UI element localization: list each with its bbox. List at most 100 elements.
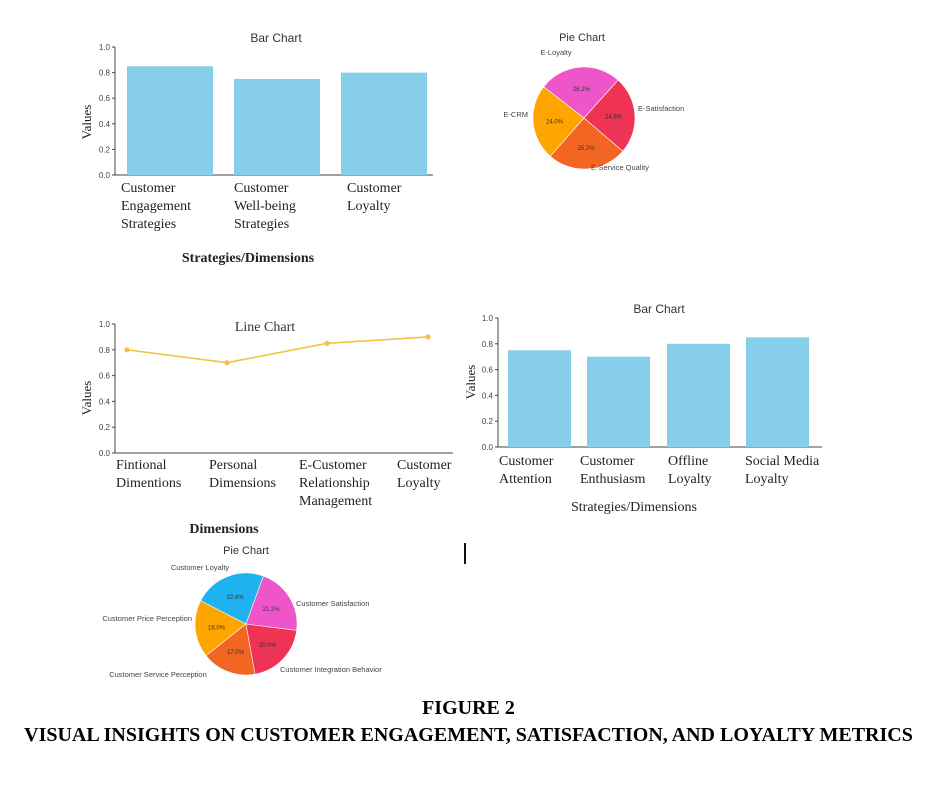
category-label: Customer Well-being Strategies xyxy=(234,181,296,232)
bar xyxy=(746,337,809,447)
category-label-line: Strategies xyxy=(234,217,289,232)
pie-percent-label: 26.2% xyxy=(573,87,591,93)
category-label-line: Engagement xyxy=(121,199,191,214)
category-label: Personal Dimensions xyxy=(209,458,276,491)
category-label-line: Strategies xyxy=(121,217,176,232)
category-label-line: Loyalty xyxy=(347,199,391,214)
category-label-line: Attention xyxy=(499,472,552,487)
pie-slice xyxy=(200,572,264,625)
category-label-line: Customer xyxy=(397,458,452,473)
pie-slice-label: Customer Integration Behavior xyxy=(280,665,382,674)
pie-slice xyxy=(543,66,619,119)
category-label-line: Fintional xyxy=(116,458,167,473)
pie-percent-label: 18.0% xyxy=(208,625,226,631)
pie-percent-label: 22.8% xyxy=(227,595,245,601)
category-label-line: Customer xyxy=(347,181,402,196)
category-label-line: Enthusiasm xyxy=(580,472,645,487)
pie-slice-label: E-Loyalty xyxy=(540,48,572,57)
pie-slice-label: E-Service Quality xyxy=(591,163,649,172)
pie2-chart: Pie Chart 22.8% Customer Loyalty 18.0% Custo… xyxy=(102,545,382,679)
data-point xyxy=(425,334,431,340)
y-tick-label: 0.8 xyxy=(482,340,494,349)
y-tick-label: 0.4 xyxy=(482,391,494,400)
pie-slice xyxy=(205,623,256,676)
category-label-line: Management xyxy=(299,494,372,509)
data-point xyxy=(324,340,330,346)
category-label-line: Dimensions xyxy=(209,476,276,491)
pie-slice xyxy=(532,86,585,157)
pie-slice-label: Customer Loyalty xyxy=(171,563,230,572)
line1-chart: Line Chart 0.0 0.2 0.4 0.6 0.8 1.0 Values Dimens… xyxy=(79,320,453,537)
category-label-line: Relationship xyxy=(299,476,370,491)
y-tick-label: 0.4 xyxy=(99,397,111,406)
pie-slice xyxy=(194,600,247,657)
category-label-line: Loyalty xyxy=(668,472,712,487)
pie-percent-label: 17.0% xyxy=(227,650,245,656)
category-label-line: Customer xyxy=(121,181,176,196)
series-line xyxy=(126,336,429,364)
y-tick-label: 0.0 xyxy=(482,443,494,452)
y-tick-label: 0.2 xyxy=(482,417,494,426)
pie-percent-label: 24.0% xyxy=(546,119,564,125)
y-tick-label: 1.0 xyxy=(99,320,111,329)
category-label: Customer Loyalty xyxy=(347,181,402,214)
pie-slice-label: E-CRM xyxy=(503,110,528,119)
pie-percent-label: 21.2% xyxy=(263,607,281,613)
y-axis-label: Values xyxy=(463,365,478,400)
chart-title: Pie Chart xyxy=(223,545,269,557)
category-label-line: Social Media xyxy=(745,454,820,469)
pie-slice-label: E-Satisfaction xyxy=(638,104,684,113)
bar2-chart: Bar Chart 0.0 0.2 0.4 0.6 0.8 1.0 Values Strateg… xyxy=(463,302,822,515)
category-label-line: Offline xyxy=(668,454,708,469)
pie-slice xyxy=(583,79,636,152)
category-label: Social Media Loyalty xyxy=(745,454,820,487)
category-label-line: Dimentions xyxy=(116,476,181,491)
category-label-line: E-Customer xyxy=(299,458,367,473)
y-tick-label: 0.2 xyxy=(99,145,111,154)
pie-slice xyxy=(245,623,297,675)
data-point xyxy=(224,360,230,366)
chart-title: Pie Chart xyxy=(559,32,605,44)
bar xyxy=(587,356,650,447)
pie-slice xyxy=(549,117,624,170)
bar xyxy=(127,66,213,175)
category-label: Customer Attention xyxy=(499,454,554,487)
y-tick-label: 1.0 xyxy=(482,314,494,323)
text-cursor xyxy=(464,543,466,564)
category-label: Customer Enthusiasm xyxy=(580,454,645,487)
y-tick-label: 0.8 xyxy=(99,69,111,78)
category-label: E-Customer Relationship Management xyxy=(299,458,372,509)
x-axis-label: Strategies/Dimensions xyxy=(571,500,697,515)
category-label-line: Customer xyxy=(499,454,554,469)
pie1-chart: Pie Chart 26.2% E-Loyalty 24.0% E-CRM 25.2% E-… xyxy=(503,32,684,172)
category-label: Customer Loyalty xyxy=(397,458,452,491)
y-tick-label: 0.0 xyxy=(99,449,111,458)
pie-percent-label: 25.2% xyxy=(578,146,596,152)
category-label-line: Loyalty xyxy=(745,472,789,487)
pie-slice xyxy=(245,575,298,631)
y-tick-label: 0.6 xyxy=(99,372,111,381)
category-label-line: Loyalty xyxy=(397,476,441,491)
bar xyxy=(508,350,571,447)
category-label-line: Personal xyxy=(209,458,257,473)
pie-slice-label: Customer Price Perception xyxy=(102,614,192,623)
bar xyxy=(234,79,320,175)
y-tick-label: 0.6 xyxy=(99,94,111,103)
category-label-line: Customer xyxy=(234,181,289,196)
y-tick-label: 0.2 xyxy=(99,423,111,432)
pie-percent-label: 24.6% xyxy=(605,115,623,121)
y-tick-label: 1.0 xyxy=(99,43,111,52)
bar xyxy=(667,343,730,447)
pie-slice-label: Customer Satisfaction xyxy=(296,599,369,608)
x-axis-label: Dimensions xyxy=(189,522,259,537)
bar1-chart: Bar Chart 0.0 0.2 0.4 0.6 0.8 1.0 Values Strateg… xyxy=(79,31,433,266)
x-axis-label: Strategies/Dimensions xyxy=(182,251,315,266)
y-axis-label: Values xyxy=(79,105,94,140)
chart-title: Line Chart xyxy=(235,320,295,335)
y-tick-label: 0.6 xyxy=(482,366,494,375)
y-tick-label: 0.4 xyxy=(99,120,111,129)
chart-title: Bar Chart xyxy=(633,302,685,316)
y-tick-label: 0.8 xyxy=(99,346,111,355)
pie-slice-label: Customer Service Perception xyxy=(109,670,207,679)
category-label: Offline Loyalty xyxy=(668,454,712,487)
